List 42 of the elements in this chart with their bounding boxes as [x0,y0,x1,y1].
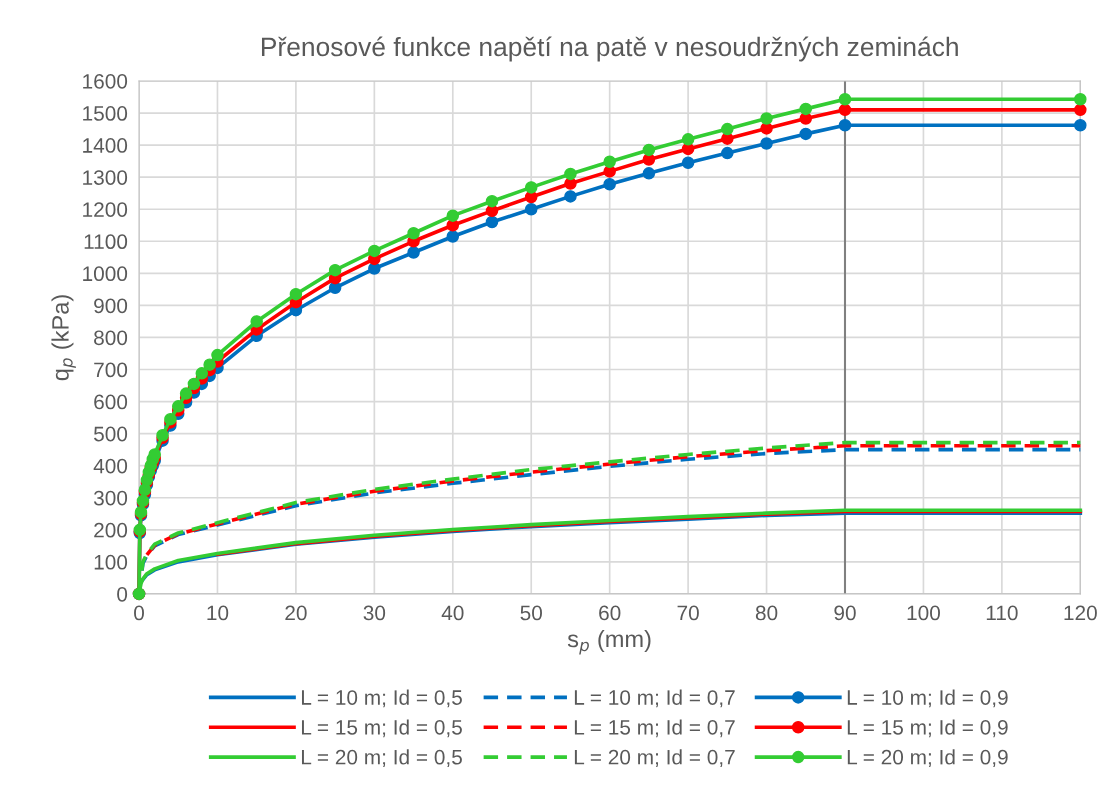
y-tick-label: 1300 [83,170,128,185]
y-tick-label: 100 [94,554,128,570]
x-tick-label: 100 [907,605,940,621]
y-tick-label: 900 [94,298,128,314]
legend-label: L = 15 m; Id = 0,9 [847,719,1008,738]
x-axis-title: s$_{p}$ (mm) [567,630,651,655]
y-tick-label: 400 [93,458,128,474]
y-tick-label: 700 [94,362,128,378]
x-tick-label: 0 [134,605,144,621]
y-axis-title: q$_{p}$ (kPa) [51,295,76,381]
x-tick-label: 70 [677,605,699,621]
legend-label: L = 10 m; Id = 0,5 [301,689,462,708]
legend-label: L = 20 m; Id = 0,5 [301,749,462,768]
x-tick-label: 50 [520,605,542,621]
chart-title: Přenosové funkce napětí na patě v nesoudržných zeminách [261,36,958,62]
y-tick-label: 1000 [83,266,128,282]
x-tick-label: 80 [755,605,778,621]
legend-label: L = 10 m; Id = 0,9 [847,689,1008,708]
y-tick-label: 1400 [83,138,128,153]
legend-label: L = 20 m; Id = 0,7 [574,749,735,768]
y-tick-label: 1200 [83,202,128,217]
x-tick-label: 110 [986,605,1018,621]
y-tick-label: 1100 [84,234,128,250]
y-tick-label: 200 [94,522,128,538]
x-tick-label: 30 [363,605,386,621]
legend-label: L = 20 m; Id = 0,9 [847,749,1008,768]
y-tick-label: 800 [94,330,128,346]
y-tick-label: 500 [93,426,128,442]
y-tick-label: 0 [117,586,128,602]
x-tick-label: 40 [441,605,464,621]
y-tick-label: 600 [94,394,128,410]
x-tick-label: 90 [834,605,856,621]
legend-label: L = 15 m; Id = 0,7 [574,719,735,738]
legend-label: L = 10 m; Id = 0,7 [574,689,735,708]
x-tick-label: 120 [1064,605,1097,621]
y-tick-label: 1600 [83,73,128,89]
x-tick-label: 10 [207,605,229,621]
x-tick-label: 20 [285,605,307,621]
y-tick-label: 1500 [83,106,128,121]
legend-label: L = 15 m; Id = 0,5 [301,719,462,738]
y-tick-label: 300 [93,490,128,506]
x-tick-label: 60 [599,605,621,621]
